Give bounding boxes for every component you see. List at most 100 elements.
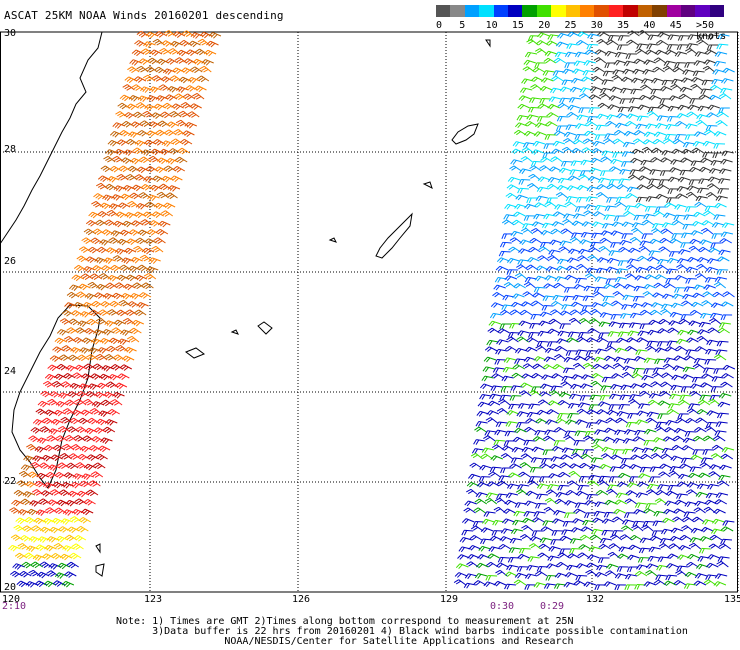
wind-barb [633, 214, 646, 221]
wind-barb [534, 202, 547, 208]
wind-barb [49, 355, 63, 362]
wind-barb [527, 556, 540, 562]
wind-barb [127, 131, 141, 138]
wind-barb [608, 95, 622, 101]
wind-barb [66, 327, 79, 334]
wind-barb [138, 192, 151, 199]
wind-barb [574, 430, 587, 437]
wind-barb [68, 552, 82, 560]
wind-barb [710, 242, 722, 249]
wind-barb [556, 561, 569, 568]
wind-barb [545, 563, 559, 569]
wind-barb [94, 257, 107, 264]
wind-barb [716, 111, 729, 118]
wind-barb [669, 311, 683, 318]
wind-barb [718, 93, 732, 100]
wind-barb [526, 565, 539, 571]
wind-barb [127, 66, 140, 74]
wind-barb [530, 227, 544, 235]
wind-barb [503, 508, 516, 514]
wind-barb [149, 86, 162, 93]
wind-barb [106, 209, 120, 217]
wind-barb [609, 534, 623, 541]
wind-barb [153, 202, 167, 210]
wind-barb [544, 429, 557, 436]
wind-barb [713, 581, 727, 587]
wind-barb [681, 374, 694, 380]
wind-barb [566, 257, 580, 264]
wind-barb [543, 57, 557, 64]
wind-barb [466, 561, 479, 568]
wind-barb [453, 579, 467, 586]
wind-barb [676, 338, 689, 345]
wind-barb [173, 93, 187, 101]
wind-barb [528, 173, 541, 181]
wind-barb [636, 481, 650, 488]
wind-barb [610, 314, 623, 320]
wind-barb [590, 457, 603, 464]
wind-barb [547, 473, 561, 479]
wind-barb [722, 67, 735, 74]
okinawa-coastline [375, 212, 413, 259]
wind-barb [630, 302, 644, 309]
legend-swatch [493, 5, 509, 17]
wind-barb [26, 545, 39, 552]
wind-barb [679, 86, 693, 93]
wind-barb [144, 238, 157, 245]
wind-barb [695, 195, 708, 202]
wind-barb [584, 273, 598, 280]
wind-barb [553, 583, 567, 590]
wind-barb [684, 431, 697, 437]
wind-barb [534, 122, 548, 128]
wind-barb [471, 448, 485, 454]
wind-barb [509, 165, 522, 172]
wind-barb [669, 466, 682, 472]
wind-barb [616, 44, 629, 51]
wind-barb [531, 446, 545, 453]
wind-barb [688, 403, 701, 410]
miyako-coastline [257, 321, 273, 335]
wind-barb [553, 130, 567, 136]
wind-barb [44, 544, 57, 552]
wind-barb [624, 498, 638, 505]
wind-barb [30, 461, 43, 469]
wind-barb [692, 70, 705, 77]
wind-barb [532, 140, 546, 147]
wind-barb [648, 178, 661, 185]
wind-barb [177, 147, 190, 155]
wind-barb [689, 98, 702, 104]
wind-barb [654, 426, 667, 433]
wind-barb [56, 329, 70, 336]
wind-barb [625, 53, 638, 60]
wind-barb [78, 517, 92, 524]
wind-barb [174, 57, 187, 64]
wind-barb [593, 57, 607, 64]
wind-barb [28, 569, 41, 577]
wind-barb [190, 66, 203, 74]
wind-barb [520, 382, 533, 388]
wind-barb [113, 319, 127, 327]
wind-barb [549, 239, 562, 246]
wind-barb [492, 519, 505, 526]
wind-barb [576, 114, 589, 121]
wind-barb [617, 472, 631, 479]
wind-barb [552, 294, 565, 301]
wind-barb [633, 509, 646, 515]
wind-barb [541, 77, 554, 83]
wind-barb [109, 165, 123, 173]
legend-swatch [594, 5, 609, 17]
wind-barb [502, 366, 515, 373]
wind-barb [92, 329, 106, 336]
wind-barb [488, 320, 502, 327]
wind-barb [519, 534, 533, 541]
wind-barb [619, 239, 632, 246]
wind-barb [147, 194, 160, 201]
wind-barb [40, 390, 53, 398]
wind-barb [523, 439, 536, 446]
legend-ticks: 0 5 10 15 20 25 30 35 40 45 >50 knots [436, 20, 736, 42]
wind-barb [596, 337, 609, 343]
wind-barb [686, 185, 700, 191]
wind-barb [606, 183, 620, 190]
wind-barb [101, 365, 114, 372]
wind-barb [500, 467, 512, 474]
